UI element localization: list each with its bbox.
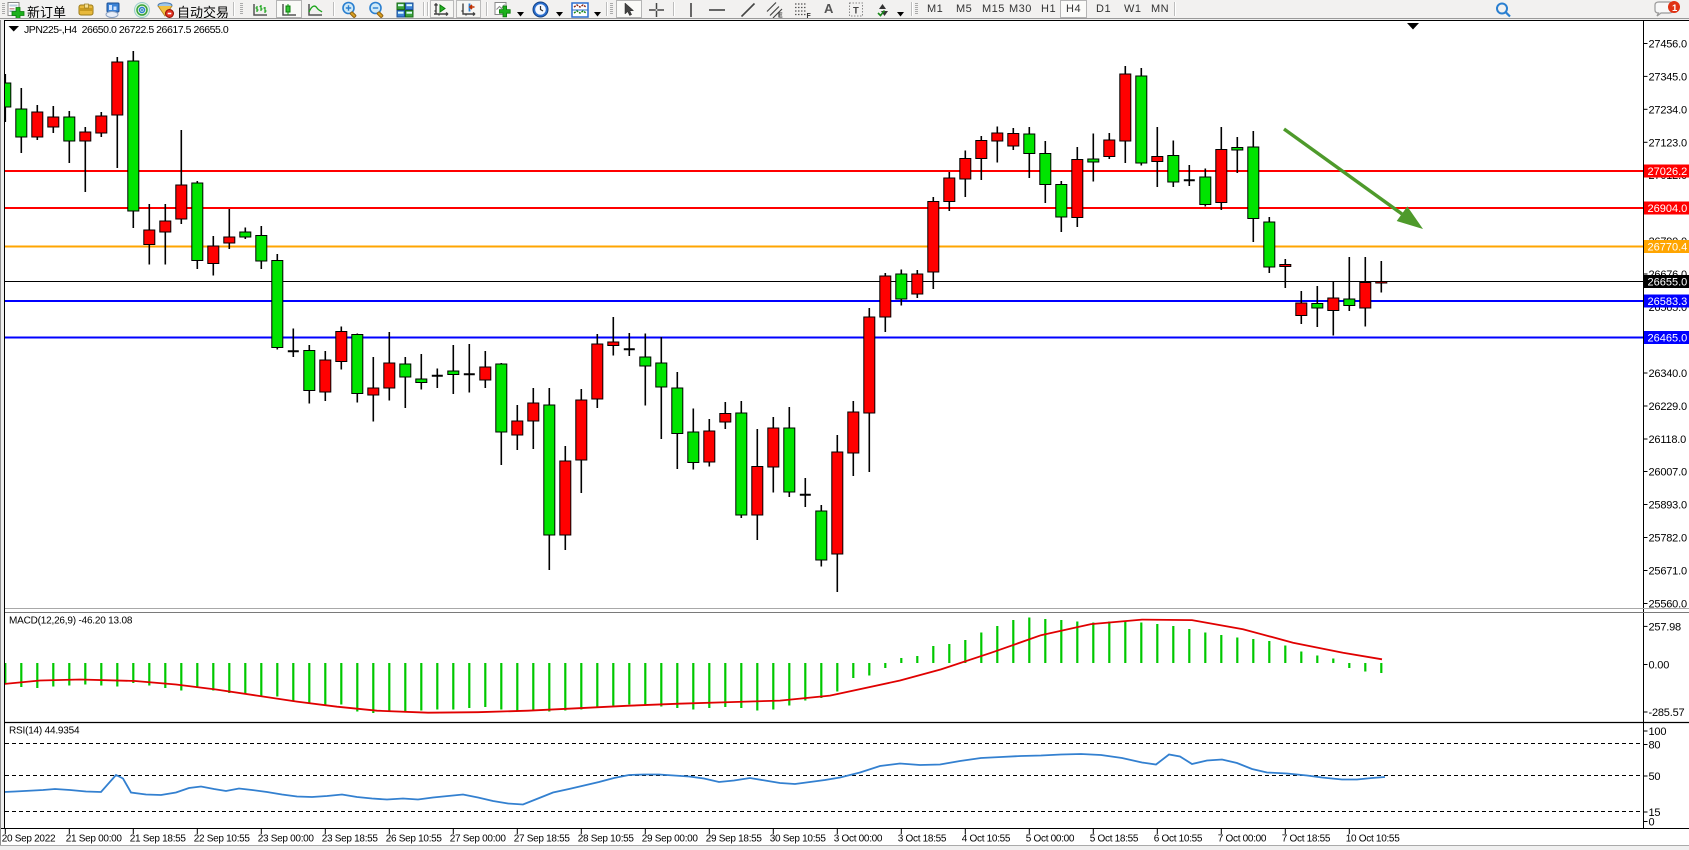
svg-text:-285.57: -285.57 bbox=[1649, 707, 1685, 719]
svg-text:21 Sep 00:00: 21 Sep 00:00 bbox=[66, 834, 123, 845]
svg-text:T: T bbox=[853, 6, 859, 17]
svg-text:23 Sep 00:00: 23 Sep 00:00 bbox=[258, 834, 315, 845]
svg-text:26770.4: 26770.4 bbox=[1648, 242, 1688, 254]
svg-text:0.00: 0.00 bbox=[1649, 660, 1670, 672]
svg-text:10 Oct 10:55: 10 Oct 10:55 bbox=[1346, 834, 1400, 845]
svg-text:JPN225-,H4 26650.0 26722.5 26: JPN225-,H4 26650.0 26722.5 26617.5 26655… bbox=[24, 24, 229, 36]
svg-text:27123.0: 27123.0 bbox=[1649, 137, 1687, 149]
svg-text:50: 50 bbox=[1649, 771, 1661, 783]
svg-text:20 Sep 2022: 20 Sep 2022 bbox=[2, 834, 56, 845]
svg-text:23 Sep 18:55: 23 Sep 18:55 bbox=[322, 834, 379, 845]
svg-text:RSI(14) 44.9354: RSI(14) 44.9354 bbox=[9, 726, 80, 737]
svg-text:E: E bbox=[778, 13, 783, 20]
svg-text:26465.0: 26465.0 bbox=[1648, 333, 1688, 345]
svg-text:28 Sep 10:55: 28 Sep 10:55 bbox=[578, 834, 635, 845]
svg-text:3 Oct 00:00: 3 Oct 00:00 bbox=[834, 834, 883, 845]
svg-text:4 Oct 10:55: 4 Oct 10:55 bbox=[962, 834, 1011, 845]
svg-text:F: F bbox=[807, 13, 812, 19]
svg-text:0: 0 bbox=[1649, 817, 1655, 829]
svg-text:5 Oct 18:55: 5 Oct 18:55 bbox=[1090, 834, 1139, 845]
svg-text:27456.0: 27456.0 bbox=[1649, 39, 1687, 51]
svg-text:100: 100 bbox=[1649, 726, 1667, 738]
svg-text:5 Oct 00:00: 5 Oct 00:00 bbox=[1026, 834, 1075, 845]
svg-text:15: 15 bbox=[1649, 807, 1661, 819]
svg-text:30 Sep 10:55: 30 Sep 10:55 bbox=[770, 834, 827, 845]
svg-text:21 Sep 18:55: 21 Sep 18:55 bbox=[130, 834, 187, 845]
svg-text:27 Sep 00:00: 27 Sep 00:00 bbox=[450, 834, 507, 845]
svg-text:27345.0: 27345.0 bbox=[1649, 71, 1687, 83]
svg-text:25560.0: 25560.0 bbox=[1649, 599, 1687, 611]
svg-text:25782.0: 25782.0 bbox=[1649, 533, 1687, 545]
svg-text:26007.0: 26007.0 bbox=[1649, 467, 1687, 479]
svg-text:7 Oct 00:00: 7 Oct 00:00 bbox=[1218, 834, 1267, 845]
svg-text:7 Oct 18:55: 7 Oct 18:55 bbox=[1282, 834, 1331, 845]
svg-text:22 Sep 10:55: 22 Sep 10:55 bbox=[194, 834, 251, 845]
svg-text:26118.0: 26118.0 bbox=[1649, 434, 1687, 446]
svg-text:29 Sep 00:00: 29 Sep 00:00 bbox=[642, 834, 699, 845]
svg-text:26904.0: 26904.0 bbox=[1648, 203, 1688, 215]
svg-text:26583.3: 26583.3 bbox=[1648, 296, 1688, 308]
svg-text:6 Oct 10:55: 6 Oct 10:55 bbox=[1154, 834, 1203, 845]
svg-text:25893.0: 25893.0 bbox=[1649, 500, 1687, 512]
svg-text:3 Oct 18:55: 3 Oct 18:55 bbox=[898, 834, 947, 845]
svg-text:27234.0: 27234.0 bbox=[1649, 104, 1687, 116]
svg-text:26 Sep 10:55: 26 Sep 10:55 bbox=[386, 834, 443, 845]
svg-text:80: 80 bbox=[1649, 740, 1661, 752]
svg-text:25671.0: 25671.0 bbox=[1649, 566, 1687, 578]
svg-text:26340.0: 26340.0 bbox=[1649, 368, 1687, 380]
svg-text:27 Sep 18:55: 27 Sep 18:55 bbox=[514, 834, 571, 845]
svg-text:1: 1 bbox=[1672, 3, 1678, 14]
svg-text:26655.0: 26655.0 bbox=[1648, 277, 1688, 289]
svg-text:MACD(12,26,9) -46.20 13.08: MACD(12,26,9) -46.20 13.08 bbox=[9, 616, 133, 627]
svg-text:257.98: 257.98 bbox=[1649, 621, 1682, 633]
svg-text:29 Sep 18:55: 29 Sep 18:55 bbox=[706, 834, 763, 845]
svg-text:27026.2: 27026.2 bbox=[1648, 166, 1688, 178]
svg-text:26229.0: 26229.0 bbox=[1649, 401, 1687, 413]
